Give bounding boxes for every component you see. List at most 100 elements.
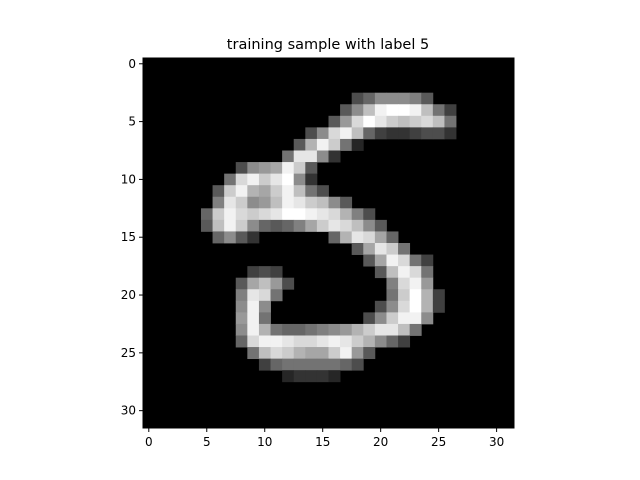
heatmap-cell xyxy=(398,289,411,302)
heatmap-cell xyxy=(340,358,353,371)
heatmap-cell xyxy=(316,127,329,140)
heatmap-cell xyxy=(316,138,329,151)
heatmap-cell xyxy=(316,208,329,221)
heatmap-cell xyxy=(398,312,411,325)
heatmap-cell xyxy=(444,127,457,140)
heatmap-cell xyxy=(212,196,225,209)
heatmap-cell xyxy=(258,173,271,186)
heatmap-cell xyxy=(374,323,387,336)
heatmap-cell xyxy=(247,266,260,279)
heatmap-cell xyxy=(282,173,295,186)
heatmap-cell xyxy=(386,92,399,105)
heatmap-cell xyxy=(398,104,411,117)
heatmap-cell xyxy=(212,219,225,232)
heatmap-cell xyxy=(363,254,376,267)
heatmap-cell xyxy=(398,92,411,105)
heatmap-cell xyxy=(235,335,248,348)
heatmap-cell xyxy=(351,347,364,360)
heatmap-cell xyxy=(235,289,248,302)
heatmap-cell xyxy=(200,219,213,232)
heatmap-cell xyxy=(386,266,399,279)
heatmap-cell xyxy=(363,208,376,221)
heatmap-cell xyxy=(432,115,445,128)
heatmap-cell xyxy=(374,115,387,128)
heatmap-cell xyxy=(293,347,306,360)
heatmap-cell xyxy=(351,358,364,371)
heatmap-cell xyxy=(258,162,271,175)
heatmap-cell xyxy=(328,196,341,209)
y-axis-ticks: 0 5 10 15 20 25 30 xyxy=(121,57,143,418)
heatmap-cell xyxy=(282,370,295,383)
heatmap-cell xyxy=(258,277,271,290)
heatmap-cell xyxy=(363,243,376,255)
y-tick-label: 5 xyxy=(128,115,136,129)
heatmap-cell xyxy=(351,208,364,221)
heatmap-cell xyxy=(398,254,411,267)
heatmap-cell xyxy=(305,196,318,209)
heatmap-cell xyxy=(351,335,364,348)
heatmap-cell xyxy=(235,219,248,232)
heatmap-cell xyxy=(351,127,364,140)
heatmap-cell xyxy=(212,231,225,244)
heatmap-cell xyxy=(386,312,399,325)
heatmap-cell xyxy=(340,115,353,128)
heatmap-cell xyxy=(293,162,306,175)
heatmap-cell xyxy=(247,231,260,244)
heatmap-cell xyxy=(386,289,399,302)
heatmap-image xyxy=(143,58,514,428)
y-tick-label: 30 xyxy=(121,404,136,418)
heatmap-cell xyxy=(374,104,387,117)
heatmap-cell xyxy=(421,312,434,325)
heatmap-cell xyxy=(374,266,387,279)
heatmap-cell xyxy=(374,92,387,105)
heatmap-cell xyxy=(351,138,364,151)
heatmap-cell xyxy=(432,127,445,140)
x-tick-label: 10 xyxy=(257,435,272,449)
heatmap-cell xyxy=(328,370,341,383)
heatmap-cell xyxy=(328,231,341,244)
heatmap-cell xyxy=(340,138,353,151)
heatmap-cell xyxy=(409,312,422,325)
heatmap-cell xyxy=(421,300,434,313)
heatmap-cell xyxy=(351,92,364,105)
heatmap-cell xyxy=(316,185,329,198)
heatmap-cell xyxy=(235,162,248,175)
heatmap-cell xyxy=(386,115,399,128)
heatmap-cell xyxy=(293,150,306,163)
heatmap-cell xyxy=(421,115,434,128)
heatmap-cell xyxy=(398,115,411,128)
heatmap-cell xyxy=(374,254,387,267)
heatmap-cell xyxy=(340,335,353,348)
heatmap-cell xyxy=(224,231,237,244)
heatmap-cell xyxy=(282,323,295,336)
heatmap-cell xyxy=(270,289,283,302)
heatmap-cell xyxy=(235,173,248,186)
heatmap-cell xyxy=(247,162,260,175)
heatmap-cell xyxy=(270,219,283,232)
heatmap-cell xyxy=(340,231,353,244)
heatmap-cell xyxy=(305,358,318,371)
heatmap-cell xyxy=(270,358,283,371)
heatmap-cell xyxy=(235,185,248,198)
heatmap-cell xyxy=(340,323,353,336)
heatmap-cell xyxy=(351,104,364,117)
heatmap-cell xyxy=(258,335,271,348)
heatmap-cell xyxy=(293,335,306,348)
heatmap-cell xyxy=(328,347,341,360)
heatmap-cell xyxy=(409,104,422,117)
heatmap-cell xyxy=(282,277,295,290)
heatmap-cell xyxy=(293,138,306,151)
heatmap-cell xyxy=(282,219,295,232)
heatmap-cell xyxy=(351,219,364,232)
heatmap-cell xyxy=(340,347,353,360)
heatmap-cell xyxy=(328,323,341,336)
heatmap-cell xyxy=(235,300,248,313)
heatmap-cell xyxy=(374,243,387,255)
y-tick-label: 25 xyxy=(121,346,136,360)
heatmap-cell xyxy=(363,347,376,360)
heatmap-cell xyxy=(374,231,387,244)
heatmap-cell xyxy=(224,219,237,232)
heatmap-cell xyxy=(247,289,260,302)
heatmap-cell xyxy=(247,196,260,209)
heatmap-cell xyxy=(247,335,260,348)
